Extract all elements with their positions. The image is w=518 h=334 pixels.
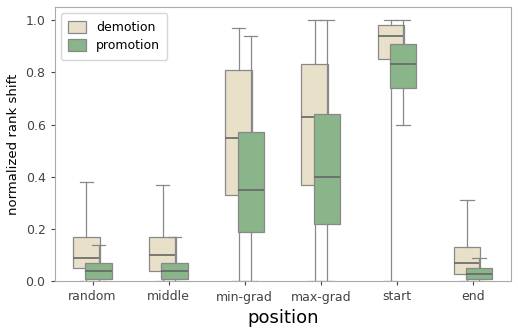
PathPatch shape [238,133,264,232]
PathPatch shape [149,237,176,271]
PathPatch shape [225,70,252,195]
PathPatch shape [313,114,340,224]
PathPatch shape [301,64,328,185]
PathPatch shape [466,269,493,279]
X-axis label: position: position [247,309,319,327]
PathPatch shape [162,263,188,279]
Legend: demotion, promotion: demotion, promotion [61,13,167,60]
PathPatch shape [85,263,112,279]
Y-axis label: normalized rank shift: normalized rank shift [7,73,20,215]
PathPatch shape [73,237,100,269]
PathPatch shape [454,247,480,274]
PathPatch shape [390,43,416,88]
PathPatch shape [378,25,404,59]
